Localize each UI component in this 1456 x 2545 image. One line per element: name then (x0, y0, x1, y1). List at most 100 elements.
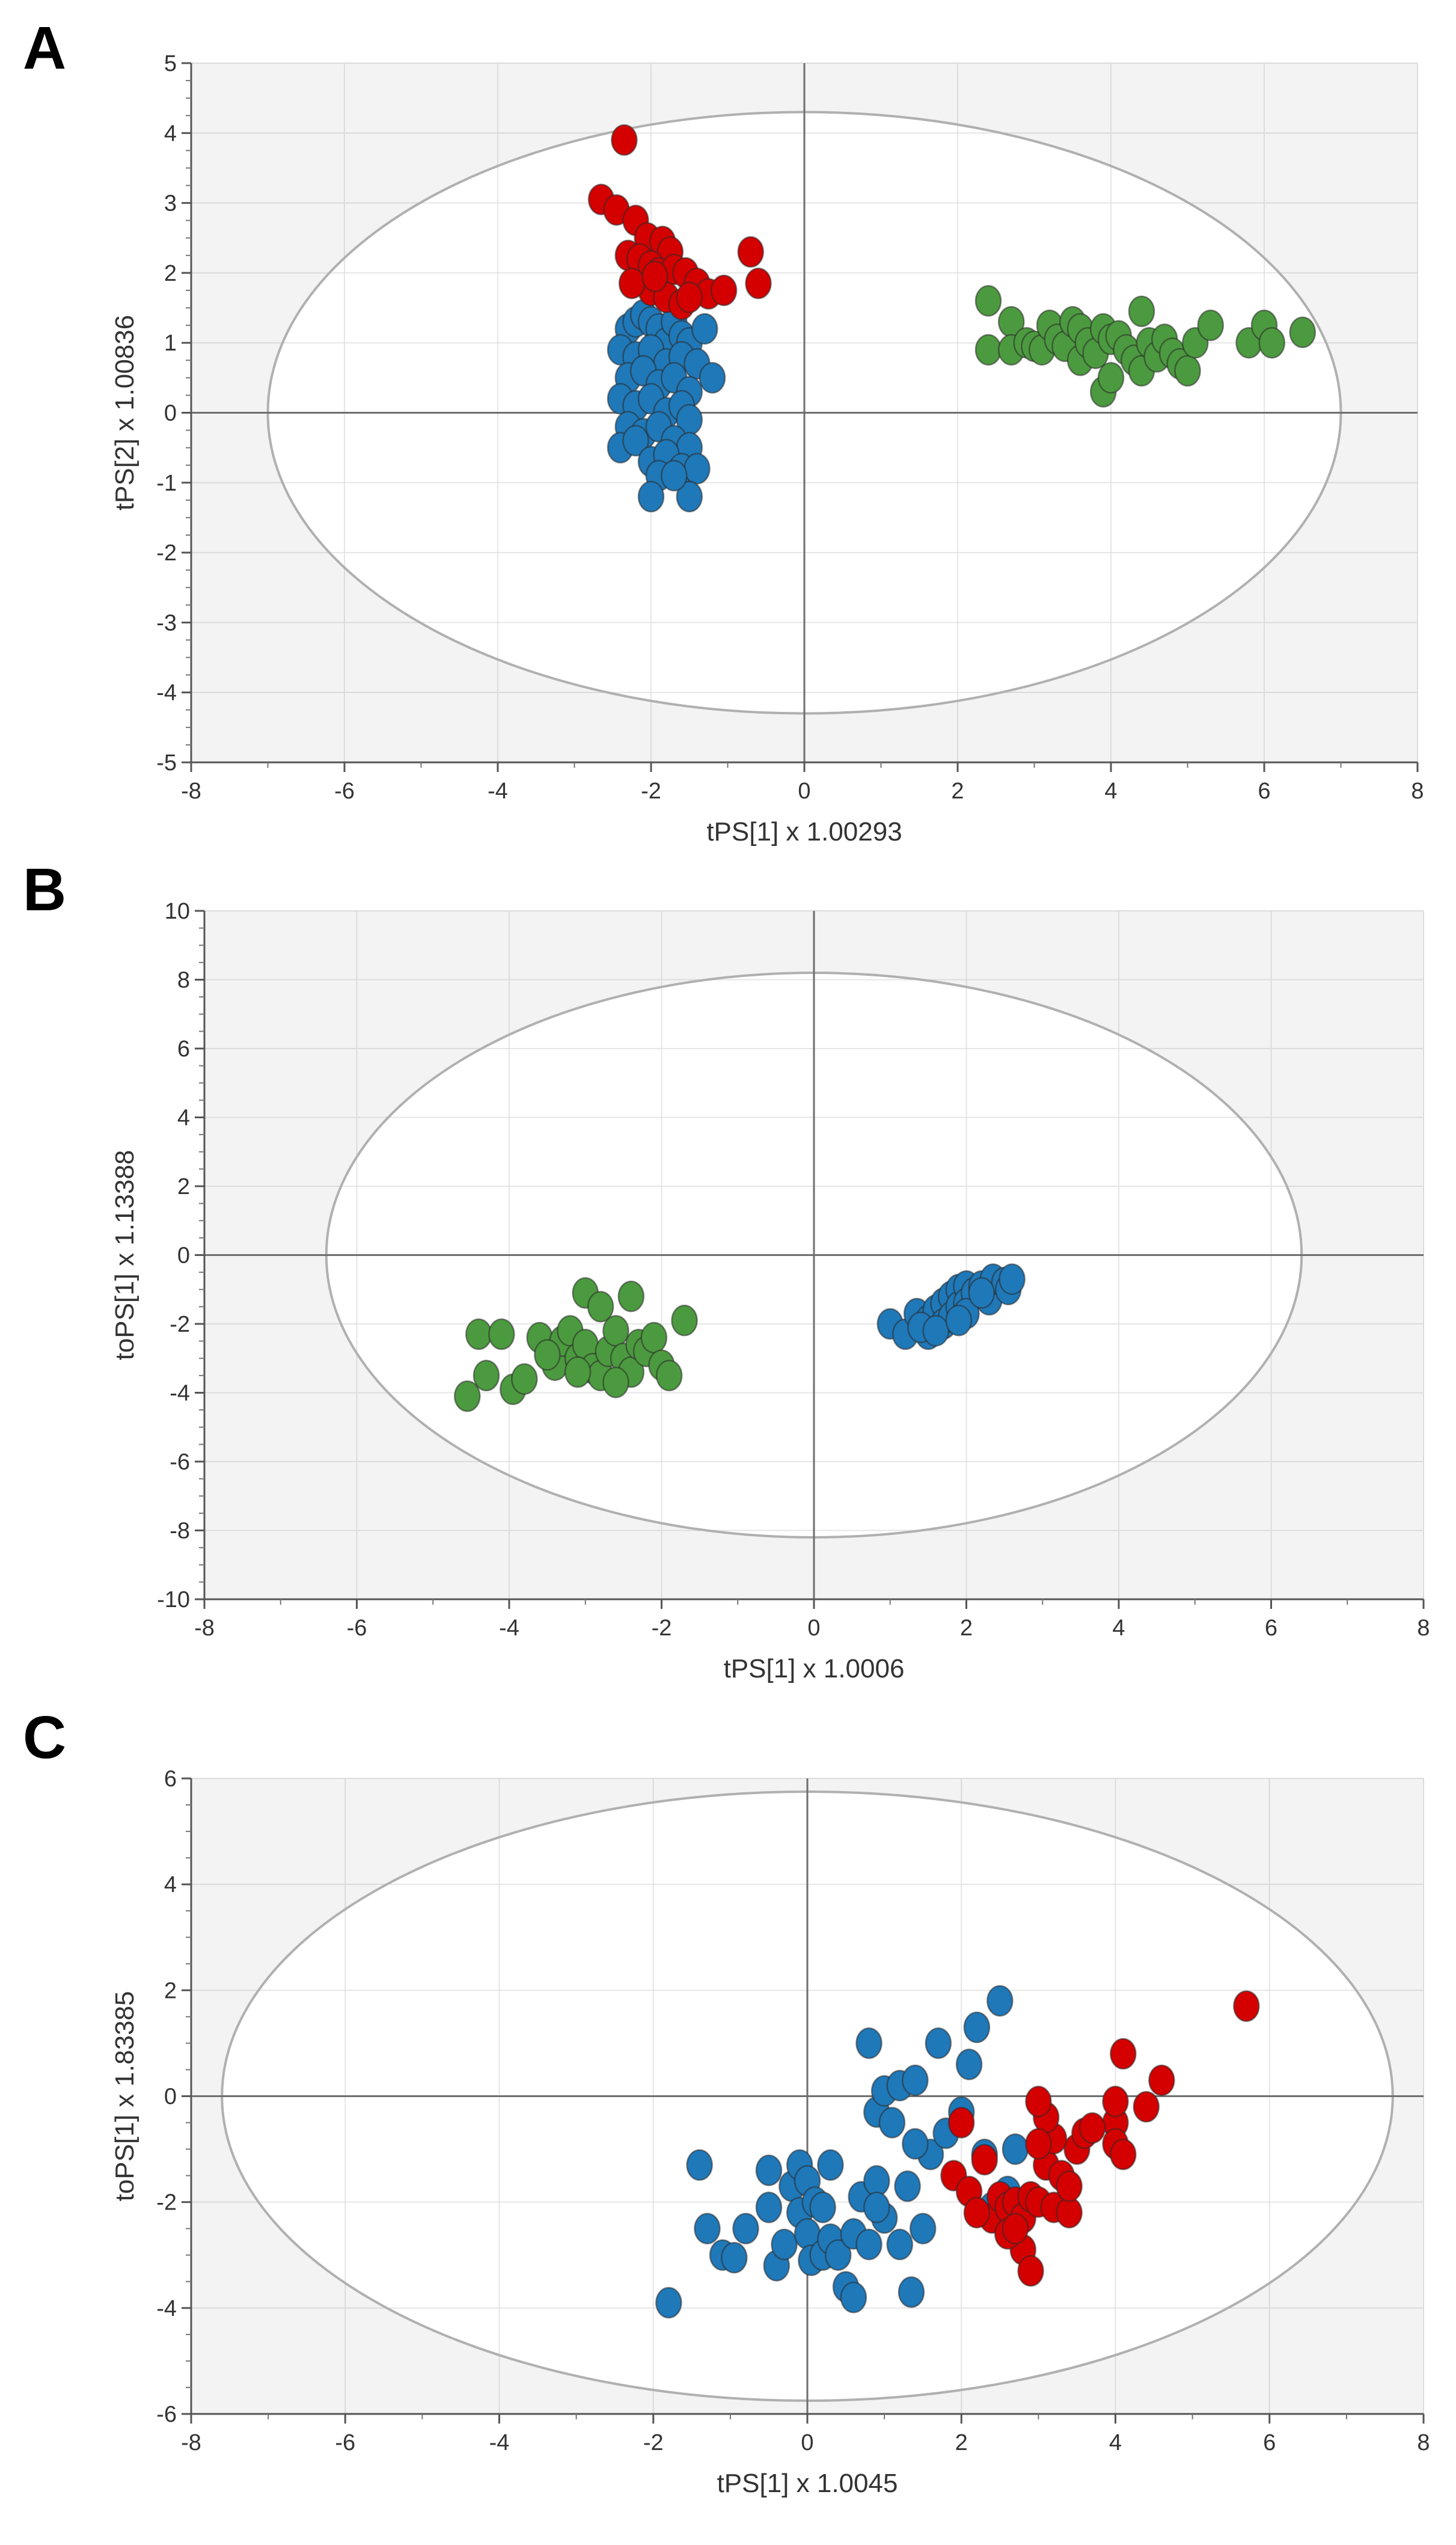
point-c-blue-5 (732, 2213, 759, 2244)
x-tick-label-c-4: 0 (801, 2430, 813, 2455)
x-tick-label-c-2: -4 (489, 2430, 510, 2455)
panel-letter-a: A (23, 14, 67, 82)
panel-letter-b: B (23, 856, 67, 923)
point-c-blue-33 (886, 2228, 913, 2261)
point-a-green-22 (1128, 295, 1155, 328)
point-a-green-34 (1258, 326, 1285, 359)
point-c-blue-4 (721, 2241, 748, 2274)
point-c-blue-36 (902, 2064, 929, 2096)
y-tick-label-b-5: 0 (177, 1243, 190, 1269)
point-c-red-1 (971, 2143, 998, 2176)
x-tick-label-a-4: 0 (798, 779, 810, 804)
x-axis-label-c: tPS[1] x 1.0045 (717, 2469, 898, 2498)
y-tick-label-a-9: 4 (164, 121, 177, 146)
y-tick-label-b-10: 10 (165, 899, 190, 924)
point-c-red-19 (1025, 2086, 1052, 2118)
point-c-red-30 (1110, 2038, 1137, 2070)
y-tick-label-a-6: 1 (164, 331, 177, 356)
point-c-blue-20 (825, 2239, 852, 2271)
x-tick-label-a-5: 2 (951, 779, 964, 804)
y-tick-label-b-8: 6 (177, 1037, 190, 1062)
y-tick-label-b-7: 4 (177, 1106, 190, 1131)
panel-letter-c: C (23, 1704, 67, 1771)
point-c-red-20 (1025, 2128, 1052, 2160)
point-a-red-0 (611, 124, 638, 156)
y-tick-label-a-8: 3 (164, 191, 177, 216)
y-tick-label-b-0: -10 (157, 1587, 190, 1612)
y-tick-label-a-3: -2 (156, 541, 177, 566)
point-b-blue-24 (968, 1277, 996, 1309)
point-b-green-22 (640, 1322, 668, 1354)
point-a-blue-40 (637, 480, 665, 513)
point-a-blue-9 (691, 313, 718, 345)
point-c-blue-27 (863, 2165, 890, 2197)
y-tick-label-b-6: 2 (177, 1174, 190, 1199)
point-a-red-16 (737, 236, 764, 268)
y-tick-label-c-1: -4 (156, 2296, 177, 2321)
point-c-red-32 (1148, 2064, 1175, 2096)
x-tick-label-b-7: 6 (1265, 1616, 1277, 1641)
point-a-red-15 (710, 274, 738, 307)
point-c-blue-6 (755, 2154, 783, 2187)
point-b-green-27 (511, 1363, 538, 1395)
point-c-blue-25 (855, 2027, 882, 2059)
y-axis-label-a: tPS[2] x 1.00836 (110, 315, 139, 510)
x-tick-label-a-3: -2 (641, 779, 661, 804)
point-c-blue-1 (686, 2149, 713, 2181)
y-tick-label-c-2: -2 (156, 2190, 177, 2216)
y-tick-label-a-10: 5 (164, 51, 177, 76)
x-tick-label-a-8: 8 (1411, 779, 1424, 804)
x-tick-label-b-5: 2 (960, 1616, 973, 1641)
point-c-red-35 (1002, 2213, 1029, 2244)
point-c-blue-48 (1002, 2133, 1029, 2165)
point-b-green-2 (473, 1359, 500, 1392)
point-c-blue-31 (878, 2107, 906, 2139)
point-c-red-29 (1102, 2086, 1129, 2118)
point-b-green-0 (465, 1318, 492, 1350)
point-a-green-35 (1289, 316, 1316, 349)
x-tick-label-a-0: -8 (181, 779, 201, 804)
point-a-green-0 (974, 285, 1002, 317)
point-c-red-28 (1110, 2139, 1137, 2170)
point-a-green-1 (974, 334, 1002, 366)
y-tick-label-a-4: -1 (156, 471, 177, 496)
point-b-green-26 (534, 1339, 561, 1371)
point-b-green-29 (564, 1356, 592, 1388)
point-c-red-34 (1078, 2112, 1106, 2144)
y-tick-label-c-6: 6 (164, 1766, 177, 1792)
point-a-blue-41 (676, 480, 703, 513)
point-a-blue-42 (661, 459, 688, 492)
x-tick-label-c-3: -2 (643, 2430, 664, 2455)
y-tick-label-c-0: -6 (156, 2402, 177, 2427)
point-c-blue-37 (909, 2213, 937, 2244)
point-c-blue-9 (771, 2228, 798, 2261)
point-a-blue-34 (622, 424, 649, 457)
point-c-blue-19 (817, 2149, 844, 2181)
point-b-green-16 (602, 1315, 629, 1347)
point-a-blue-38 (684, 453, 711, 485)
point-b-green-18 (617, 1280, 645, 1312)
y-tick-label-a-2: -3 (156, 610, 177, 635)
point-c-blue-34 (894, 2170, 921, 2202)
point-a-red-22 (618, 268, 646, 299)
x-tick-label-a-1: -6 (334, 779, 355, 804)
point-c-blue-46 (986, 1985, 1014, 2017)
x-tick-label-a-2: -4 (488, 779, 508, 804)
y-tick-label-a-1: -4 (156, 681, 177, 706)
point-a-blue-16 (699, 362, 726, 394)
point-b-blue-20 (999, 1263, 1026, 1295)
x-tick-label-b-2: -4 (499, 1616, 519, 1641)
x-axis-label-a: tPS[1] x 1.00293 (706, 817, 902, 847)
x-tick-label-b-0: -8 (194, 1616, 215, 1641)
point-c-red-22 (1017, 2255, 1044, 2287)
x-tick-label-c-1: -6 (335, 2430, 355, 2455)
y-tick-label-c-5: 4 (164, 1872, 177, 1897)
y-tick-label-c-3: 0 (164, 2084, 177, 2110)
x-tick-label-b-3: -2 (652, 1616, 672, 1641)
x-tick-label-c-7: 6 (1263, 2430, 1276, 2455)
point-c-blue-51 (809, 2191, 836, 2223)
y-tick-label-b-4: -2 (170, 1312, 190, 1337)
x-tick-label-a-7: 6 (1258, 779, 1270, 804)
point-a-green-17 (1097, 362, 1125, 394)
